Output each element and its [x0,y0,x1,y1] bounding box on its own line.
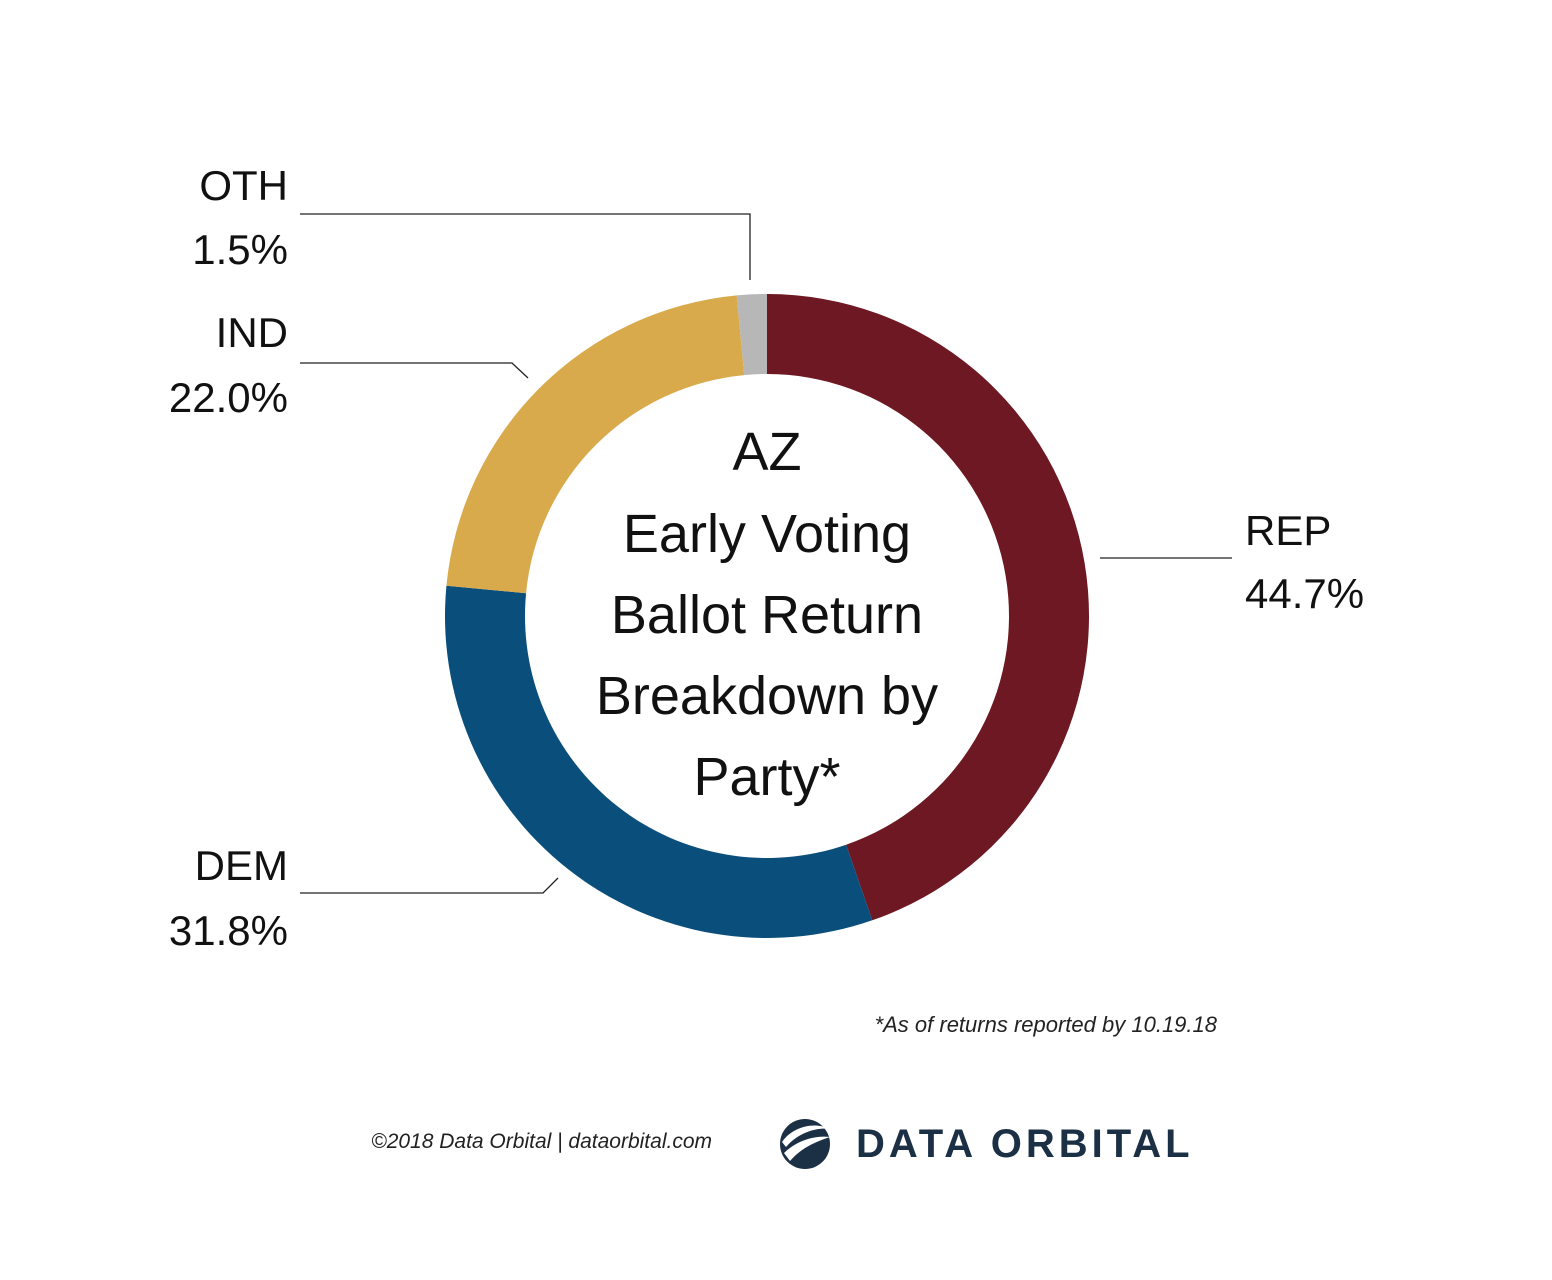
slice-label-oth: OTH [199,162,288,209]
leader-line-dem [300,877,559,894]
slice-ind [446,295,745,594]
slice-rep [767,294,1089,921]
brand-name: DATA ORBITAL [856,1121,1194,1166]
chart-title-line-4: Breakdown by [596,666,938,726]
copyright-text: ©2018 Data Orbital | dataorbital.com [371,1130,712,1153]
slice-value-dem: 31.8% [169,907,288,954]
slice-value-ind: 22.0% [169,374,288,421]
slice-oth [736,294,767,376]
slice-label-dem: DEM [195,842,288,889]
donut-slices [444,294,1089,938]
slice-value-oth: 1.5% [192,226,288,273]
chart-title-line-2: Early Voting [623,504,911,564]
chart-title-line-1: AZ [732,422,801,482]
brand-logo: DATA ORBITAL [776,1112,1194,1176]
slice-value-rep: 44.7% [1245,570,1364,617]
leader-line-oth [300,213,751,280]
chart-title-line-3: Ballot Return [611,585,923,645]
orbital-globe-icon [780,1119,830,1169]
donut-chart: REP 44.7% DEM 31.8% IND 22.0% OTH 1.5% A… [169,162,1364,954]
slice-label-ind: IND [216,309,288,356]
slice-label-rep: REP [1245,507,1331,554]
chart-title-line-5: Party* [693,747,840,807]
slice-dem [444,585,873,938]
leader-line-ind [300,362,529,379]
footnote: *As of returns reported by 10.19.18 [874,1012,1217,1037]
